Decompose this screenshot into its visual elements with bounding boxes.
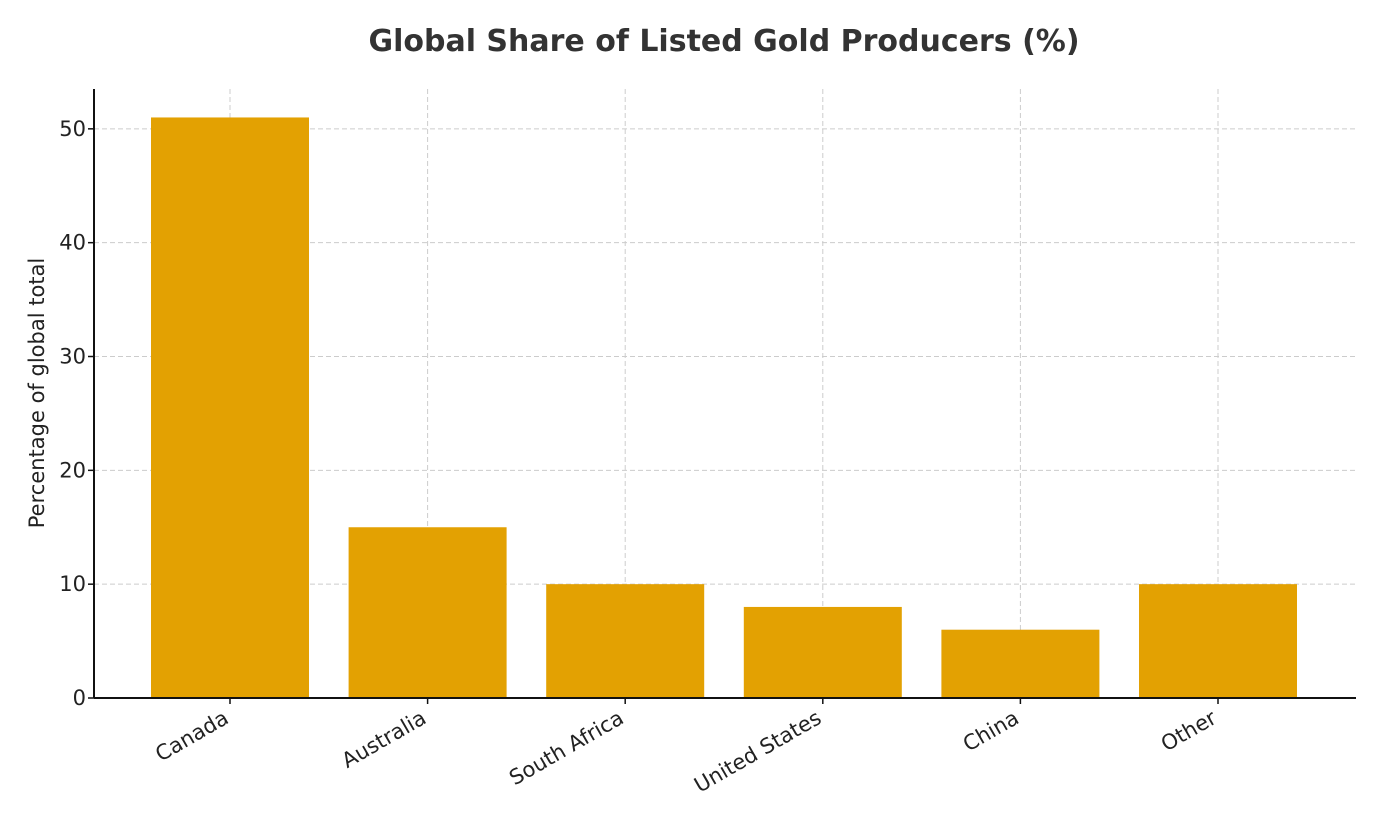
x-tick-label: United States xyxy=(690,706,825,798)
bar-other xyxy=(1139,584,1297,698)
bar-united-states xyxy=(743,606,902,698)
x-ticks: Canada Australia South Africa United States… xyxy=(151,698,1221,797)
y-axis-label: Percentage of global total xyxy=(25,258,49,528)
x-tick-label: Australia xyxy=(338,706,430,773)
y-tick-label: 20 xyxy=(59,458,86,482)
y-tick-label: 10 xyxy=(59,572,86,596)
y-tick-label: 0 xyxy=(73,686,86,710)
bars xyxy=(151,117,1297,698)
x-tick-label: China xyxy=(959,706,1023,757)
y-tick-label: 40 xyxy=(59,231,86,255)
y-tick-label: 50 xyxy=(59,117,86,141)
bar-china xyxy=(941,629,1100,698)
x-tick-label: Canada xyxy=(151,706,232,767)
y-tick-label: 30 xyxy=(59,345,86,369)
bar-south-africa xyxy=(546,584,705,698)
bar-australia xyxy=(348,527,507,698)
axes xyxy=(93,89,1356,699)
bar-canada xyxy=(151,117,309,698)
x-tick-label: Other xyxy=(1157,705,1221,756)
chart-title: Global Share of Listed Gold Producers (%… xyxy=(368,24,1079,59)
y-ticks: 0 10 20 30 40 50 xyxy=(59,117,94,710)
x-tick-label: South Africa xyxy=(505,706,628,791)
